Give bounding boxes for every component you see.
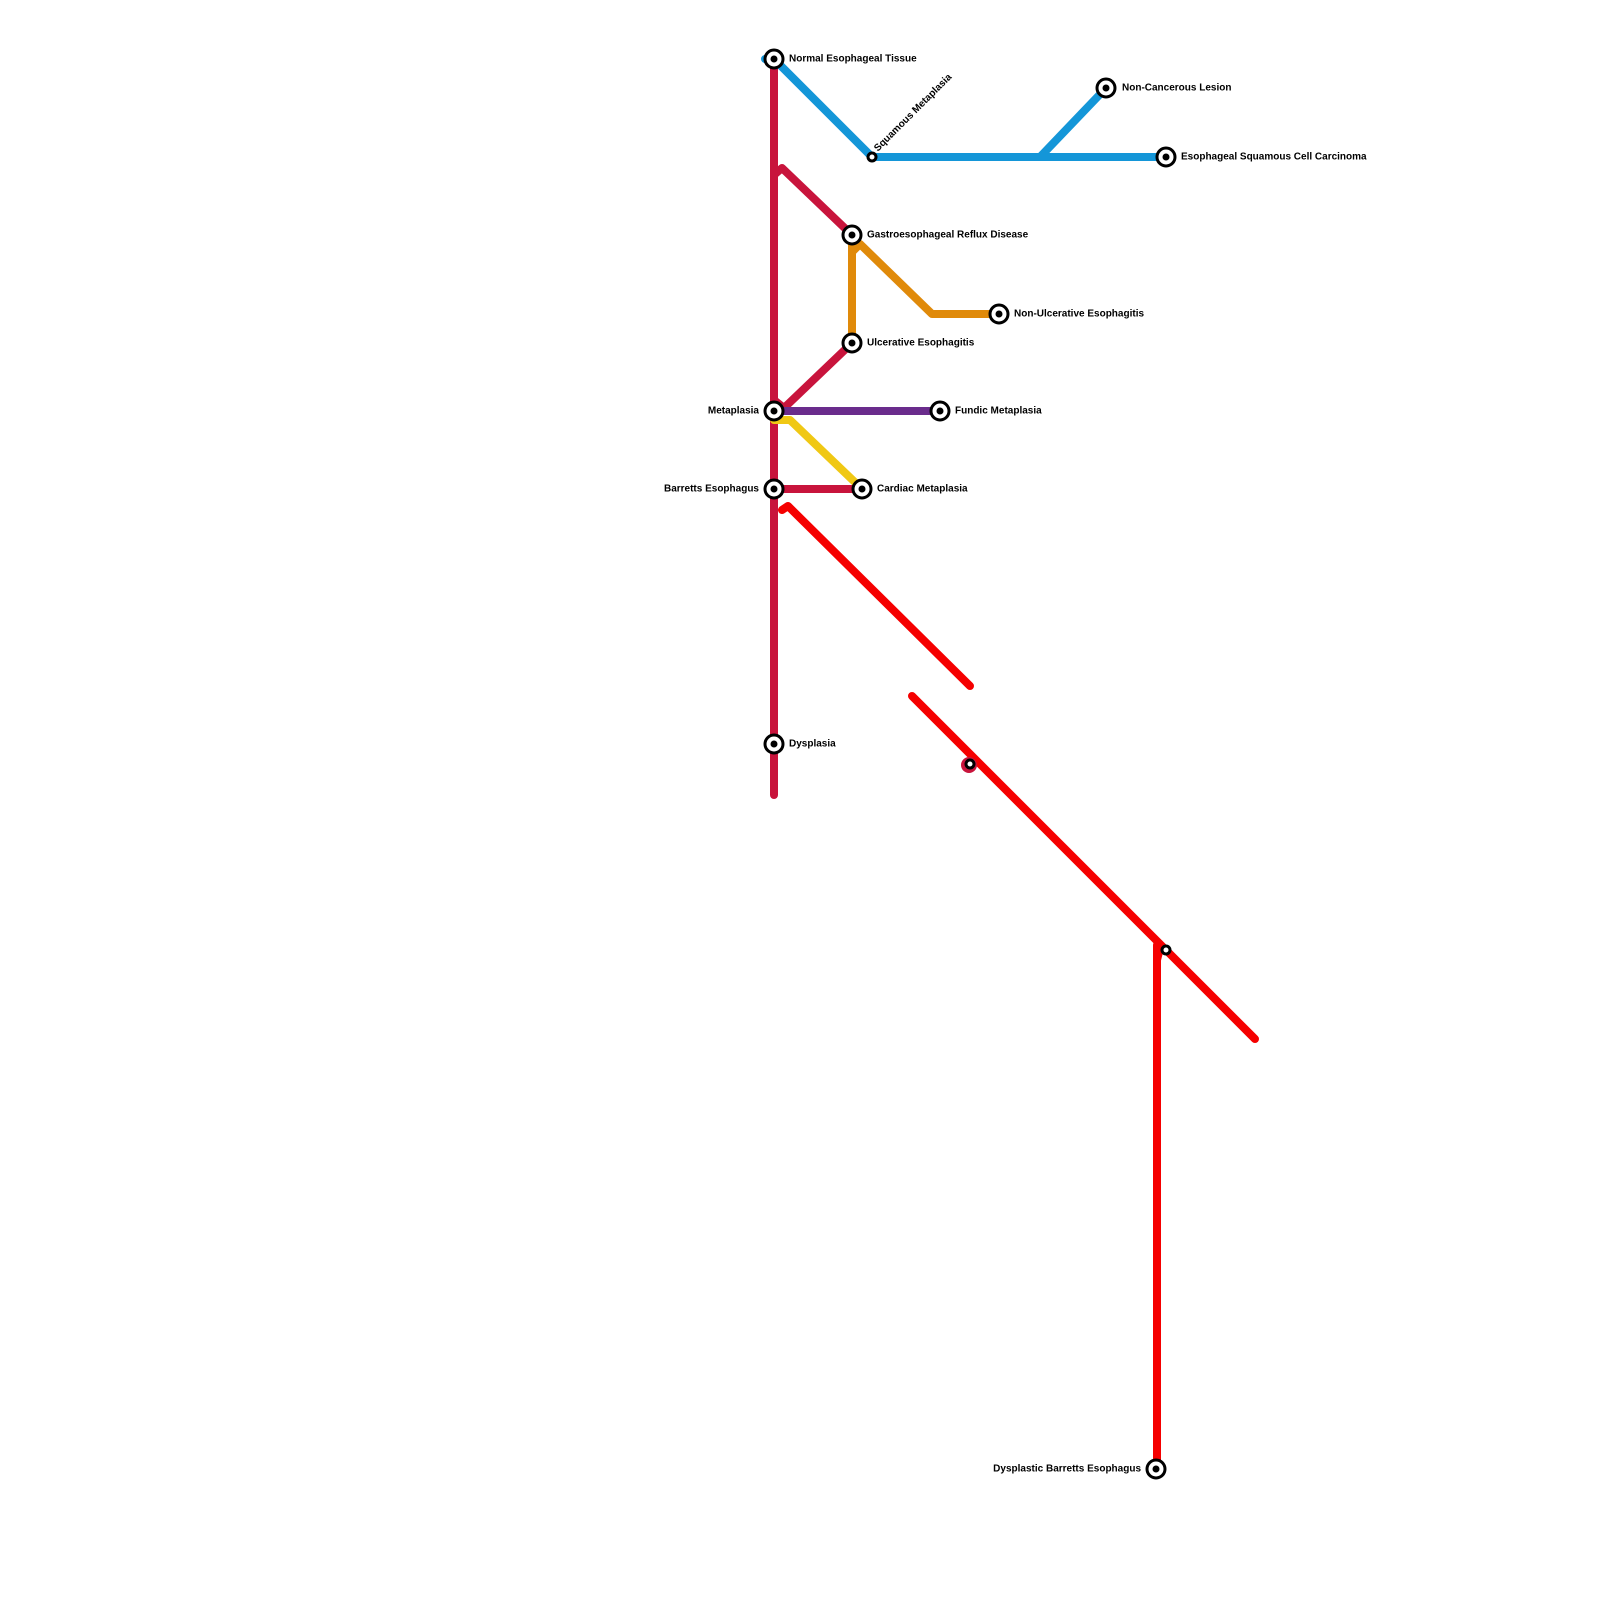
station-minor	[866, 151, 878, 163]
line-red	[778, 502, 974, 690]
station-label: Normal Esophageal Tissue	[789, 54, 917, 65]
station-label: Fundic Metaplasia	[955, 406, 1042, 417]
station	[841, 332, 863, 354]
station-label: Metaplasia	[708, 406, 760, 417]
station-label: Squamous Metaplasia	[872, 72, 954, 154]
station-label: Ulcerative Esophagitis	[867, 338, 975, 349]
station	[763, 400, 785, 422]
stations	[763, 48, 1177, 1480]
station-label: Non-Ulcerative Esophagitis	[1014, 309, 1144, 320]
station-label: Gastroesophageal Reflux Disease	[867, 230, 1029, 241]
line-crimson	[770, 339, 856, 412]
station-label: Dysplastic Barretts Esophagus	[993, 1464, 1141, 1475]
station-label: Cardiac Metaplasia	[877, 484, 968, 495]
station-minor	[964, 758, 976, 770]
station	[988, 303, 1010, 325]
station-label: Dysplasia	[789, 739, 836, 750]
station	[763, 48, 785, 70]
station	[929, 400, 951, 422]
line-blue	[1036, 84, 1110, 161]
station	[1155, 146, 1177, 168]
station	[763, 478, 785, 500]
station	[763, 733, 785, 755]
line-blue	[761, 55, 1170, 161]
station	[851, 478, 873, 500]
station-label: Esophageal Squamous Cell Carcinoma	[1181, 152, 1367, 163]
line-crimson	[770, 164, 856, 239]
line-red	[908, 692, 1259, 1043]
station	[1095, 77, 1117, 99]
line-yellow	[770, 416, 866, 493]
station-minor	[1160, 944, 1172, 956]
labels: Normal Esophageal Tissue Squamous Metapl…	[664, 54, 1367, 1475]
station	[841, 224, 863, 246]
lines	[761, 55, 1259, 1473]
line-orange	[848, 240, 1003, 318]
station	[1145, 1458, 1167, 1480]
station-label: Non-Cancerous Lesion	[1122, 83, 1231, 94]
station-label: Barretts Esophagus	[664, 484, 759, 495]
